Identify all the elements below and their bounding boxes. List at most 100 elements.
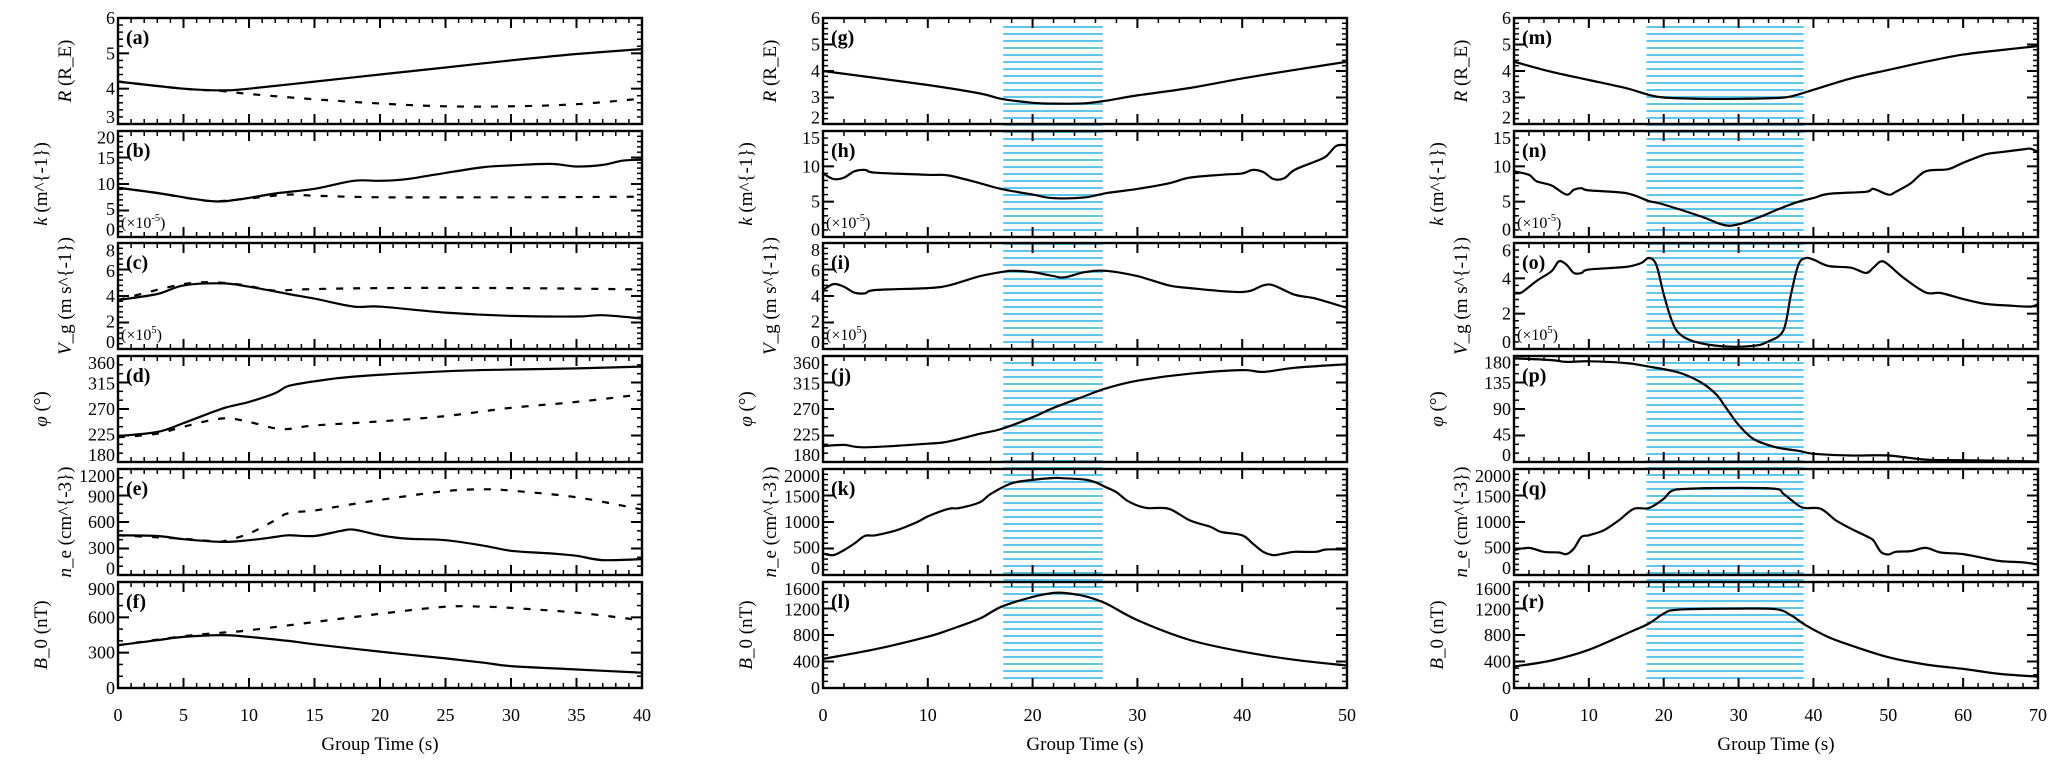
- plot-frame: [821, 129, 1349, 239]
- x-tick-label: 35: [568, 705, 586, 725]
- scale-note: (×105​): [826, 325, 867, 344]
- y-tick-label: 300: [88, 643, 115, 663]
- y-tick-label: 225: [88, 425, 115, 445]
- y-axis-title: k (m^{-1}): [1427, 142, 1448, 226]
- plot-frame: [1512, 129, 2040, 239]
- y-tick-label: 1000: [1475, 512, 1511, 532]
- panel-label: (f): [126, 591, 146, 613]
- x-tick-label: 20: [371, 705, 389, 725]
- scale-note: (×10-5​): [121, 213, 165, 232]
- y-axis-title: B_0 (nT): [736, 600, 757, 669]
- series-dashed: [118, 186, 642, 203]
- y-tick-label: 8: [811, 240, 820, 260]
- panel-g: 23 4 5 6 (g) R (R_E): [760, 8, 1349, 128]
- y-tick-label: 180: [88, 445, 115, 465]
- y-tick-label: 1500: [1475, 486, 1511, 506]
- y-tick-label: 10: [97, 174, 115, 194]
- series-solid: [823, 476, 1347, 557]
- panel-label: (d): [126, 365, 150, 387]
- y-tick-label: 315: [793, 373, 820, 393]
- y-tick-label: 180: [793, 445, 820, 465]
- panel-o: 0 2 4 6 (o) (×105​) V_g (m s^{-1}): [1451, 237, 2040, 355]
- y-tick-label: 6: [811, 260, 820, 280]
- x-tick-label: 70: [2029, 705, 2047, 725]
- y-axis-title: B_0 (nT): [31, 600, 52, 669]
- y-tick-label: 1200: [79, 466, 115, 486]
- y-tick-label: 4: [106, 79, 115, 99]
- y-tick-label: 270: [793, 399, 820, 419]
- y-tick-label: 0: [1502, 220, 1511, 240]
- y-tick-label: 360: [88, 353, 115, 373]
- series-solid: [823, 269, 1347, 309]
- y-tick-label: 0: [811, 678, 820, 698]
- y-tick-label: 600: [88, 607, 115, 627]
- y-axis-title: B_0 (nT): [1427, 600, 1448, 669]
- series-dashed: [118, 488, 642, 544]
- x-tick-label: 10: [240, 705, 258, 725]
- series-solid: [1514, 45, 2038, 101]
- y-tick-label: 300: [88, 538, 115, 558]
- y-tick-label: 900: [88, 486, 115, 506]
- x-tick-label: 40: [633, 705, 651, 725]
- y-tick-label: 0: [106, 559, 115, 579]
- panel-label: (k): [831, 478, 855, 500]
- x-tick-label: 5: [179, 705, 188, 725]
- y-tick-label: 5: [811, 192, 820, 212]
- y-tick-label: 5: [106, 199, 115, 219]
- y-axis-title: φ (°): [1427, 391, 1448, 427]
- series-solid: [823, 60, 1347, 105]
- y-tick-label: 15: [97, 148, 115, 168]
- series-solid: [118, 158, 642, 203]
- x-axis-title: Group Time (s): [1026, 734, 1143, 755]
- y-tick-label: 3: [106, 107, 115, 127]
- y-tick-label: 5: [1502, 192, 1511, 212]
- x-tick-label: 0: [114, 705, 123, 725]
- panel-label: (j): [831, 365, 851, 387]
- x-tick-label: 20: [1024, 705, 1042, 725]
- panel-h: 0 5 10 15 (h) (×10-5​) k (m^{-1}): [736, 128, 1349, 239]
- panel-label: (b): [126, 140, 150, 162]
- y-tick-label: 0: [106, 332, 115, 352]
- y-tick-label: 800: [1484, 625, 1511, 645]
- scale-note: (×105​): [1517, 325, 1558, 344]
- y-tick-label: 0: [1502, 445, 1511, 465]
- x-tick-label: 30: [1730, 705, 1748, 725]
- panel-m: 23 4 5 6 (m) R (R_E): [1451, 8, 2040, 128]
- panel-label: (p): [1522, 365, 1546, 387]
- y-tick-label: 3: [811, 87, 820, 107]
- y-tick-label: 4: [1502, 268, 1511, 288]
- y-tick-label: 5: [106, 43, 115, 63]
- y-tick-label: 0: [811, 219, 820, 239]
- series-solid: [118, 365, 642, 438]
- y-tick-label: 360: [793, 353, 820, 373]
- series-solid: [1514, 486, 2038, 566]
- y-tick-label: 6: [106, 261, 115, 281]
- x-axis-title: Group Time (s): [321, 734, 438, 755]
- y-tick-label: 1200: [784, 599, 820, 619]
- panel-label: (g): [831, 27, 854, 49]
- y-tick-label: 1600: [1475, 579, 1511, 599]
- y-axis-title: V_g (m s^{-1}): [55, 237, 76, 355]
- y-axis-title: V_g (m s^{-1}): [1451, 237, 1472, 355]
- y-tick-label: 6: [1502, 8, 1511, 28]
- y-axis-title: R (R_E): [55, 40, 76, 104]
- y-axis-title: n_e (cm^{-3}): [1451, 466, 1472, 577]
- y-tick-label: 2: [1502, 304, 1511, 324]
- y-tick-label: 1200: [1475, 599, 1511, 619]
- x-tick-label: 40: [1804, 705, 1822, 725]
- series-solid: [823, 591, 1347, 667]
- x-tick-label: 60: [1954, 705, 1972, 725]
- y-tick-label: 5: [811, 35, 820, 55]
- y-tick-label: 2: [106, 312, 115, 332]
- y-tick-label: 0: [811, 332, 820, 352]
- y-tick-label: 1600: [784, 579, 820, 599]
- y-tick-label: 10: [1493, 156, 1511, 176]
- y-axis-title: R (R_E): [1451, 40, 1472, 104]
- y-tick-label: 6: [106, 8, 115, 28]
- series-solid: [1514, 357, 2038, 462]
